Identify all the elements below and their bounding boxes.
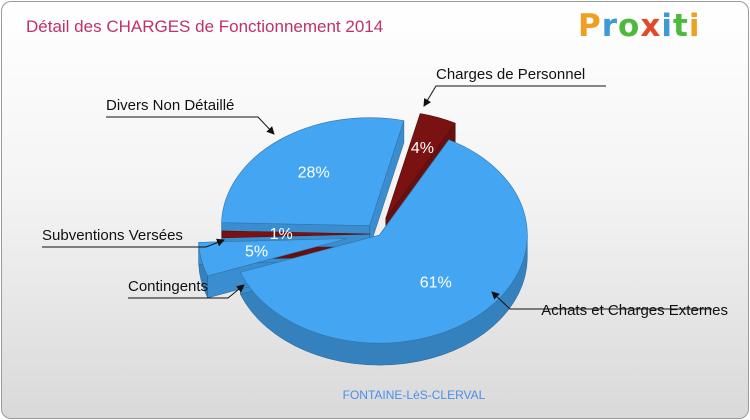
logo-letter: P (578, 8, 602, 44)
pie-slice (221, 230, 371, 239)
logo-letter: i (661, 8, 673, 44)
logo-letter: o (618, 8, 641, 44)
slice-percent-label: 61% (420, 274, 452, 291)
chart-title: Détail des CHARGES de Fonctionnement 201… (26, 17, 384, 36)
slice-category-label: Contingents (128, 278, 208, 295)
slice-category-label: Charges de Personnel (436, 66, 585, 83)
pie-slice (221, 117, 405, 226)
commune-name: FONTAINE-LèS-CLERVAL (342, 388, 486, 402)
slice-category-label: Achats et Charges Externes (541, 302, 728, 319)
callout-leader-line (42, 238, 225, 248)
callout-leader-line (491, 291, 712, 310)
slice-category-label: Divers Non Détaillé (106, 97, 234, 114)
pie-slice (385, 113, 456, 219)
pie-slice (198, 238, 347, 277)
slice-percent-label: 28% (298, 165, 330, 182)
slice-percent-label: 1% (270, 226, 293, 243)
pie-slice (239, 139, 528, 344)
slice-category-label: Subventions Versées (42, 227, 183, 244)
logo-letter: x (640, 8, 662, 44)
logo-letter: t (672, 8, 689, 44)
slice-percent-label: 5% (245, 243, 268, 260)
logo-letter: i (688, 8, 701, 44)
slice-percent-label: 4% (411, 140, 434, 157)
logo-letter: r (601, 8, 619, 44)
callout-leader-line (423, 85, 606, 107)
callout-leader-line (106, 116, 275, 135)
callout-leader-line (128, 284, 245, 299)
proxiti-logo: Proxiti (578, 8, 700, 44)
